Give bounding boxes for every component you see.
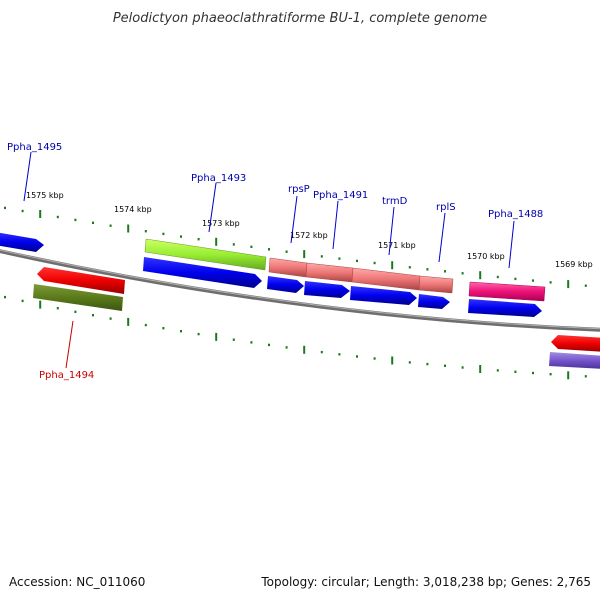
- cds-trmD[interactable]: [350, 286, 417, 305]
- genome-summary-text: Topology: circular; Length: 3,018,238 bp…: [260, 575, 591, 589]
- cds-rplS[interactable]: [418, 294, 450, 309]
- gene-label-ppha-1494[interactable]: Ppha_1494: [39, 370, 94, 381]
- kbp-label: 1575 kbp: [26, 191, 64, 200]
- leader-rpsP: [290, 195, 298, 244]
- label-leaders: [23, 151, 515, 369]
- leader-trmD: [388, 206, 395, 256]
- leader-ppha-1494: [65, 320, 74, 369]
- genome-backbone-highlight: [0, 249, 600, 330]
- gene-ppha-1493[interactable]: [144, 238, 267, 271]
- gene-label-ppha-1488[interactable]: Ppha_1488: [488, 209, 543, 220]
- kbp-label: 1571 kbp: [378, 241, 416, 250]
- leader-ppha-1493: [208, 182, 217, 233]
- leader-ppha-1495: [23, 151, 32, 202]
- gene-label-ppha-1495[interactable]: Ppha_1495: [7, 142, 62, 153]
- cds-ppha-1494[interactable]: [33, 284, 123, 311]
- cds-ppha-1491[interactable]: [304, 281, 350, 298]
- gene-labels: Ppha_1495 Ppha_1493 rpsP Ppha_1491 trmD …: [7, 142, 543, 381]
- kbp-label: 1570 kbp: [467, 252, 505, 261]
- cds-ppha-1493[interactable]: [143, 257, 262, 288]
- gene-rpsP[interactable]: [268, 257, 308, 278]
- cds-rpsP[interactable]: [267, 276, 304, 293]
- gene-label-rplS[interactable]: rplS: [436, 202, 456, 213]
- cds-ppha-1488[interactable]: [468, 299, 542, 317]
- kbp-label: 1573 kbp: [202, 219, 240, 228]
- gene-rplS[interactable]: [418, 275, 454, 294]
- cds-right-edge[interactable]: [549, 352, 600, 369]
- genome-title: Pelodictyon phaeoclathratiforme BU-1, co…: [113, 11, 487, 26]
- kbp-label: 1572 kbp: [290, 231, 328, 240]
- gene-right-edge[interactable]: [551, 335, 600, 352]
- gene-ppha-1495[interactable]: [0, 232, 44, 252]
- gene-ppha-1494[interactable]: [37, 267, 125, 294]
- outer-tick-row: [4, 206, 587, 289]
- kbp-labels: 1575 kbp 1574 kbp 1573 kbp 1572 kbp 1571…: [26, 191, 593, 269]
- leader-ppha-1491: [332, 200, 339, 250]
- gene-ppha-1488[interactable]: [468, 281, 546, 302]
- gene-trmD[interactable]: [351, 267, 421, 291]
- gene-label-trmD[interactable]: trmD: [382, 196, 408, 207]
- leader-rplS: [438, 212, 446, 263]
- leader-ppha-1488: [508, 220, 515, 269]
- gene-label-ppha-1491[interactable]: Ppha_1491: [313, 190, 368, 201]
- gene-label-ppha-1493[interactable]: Ppha_1493: [191, 173, 246, 184]
- kbp-label: 1574 kbp: [114, 205, 152, 214]
- gene-label-rpsP[interactable]: rpsP: [288, 184, 310, 195]
- accession-text: Accession: NC_011060: [9, 575, 145, 589]
- gene-ppha-1491[interactable]: [305, 262, 354, 283]
- kbp-label: 1569 kbp: [555, 260, 593, 269]
- genome-backbone: [0, 249, 600, 332]
- inner-tick-row: [4, 295, 587, 380]
